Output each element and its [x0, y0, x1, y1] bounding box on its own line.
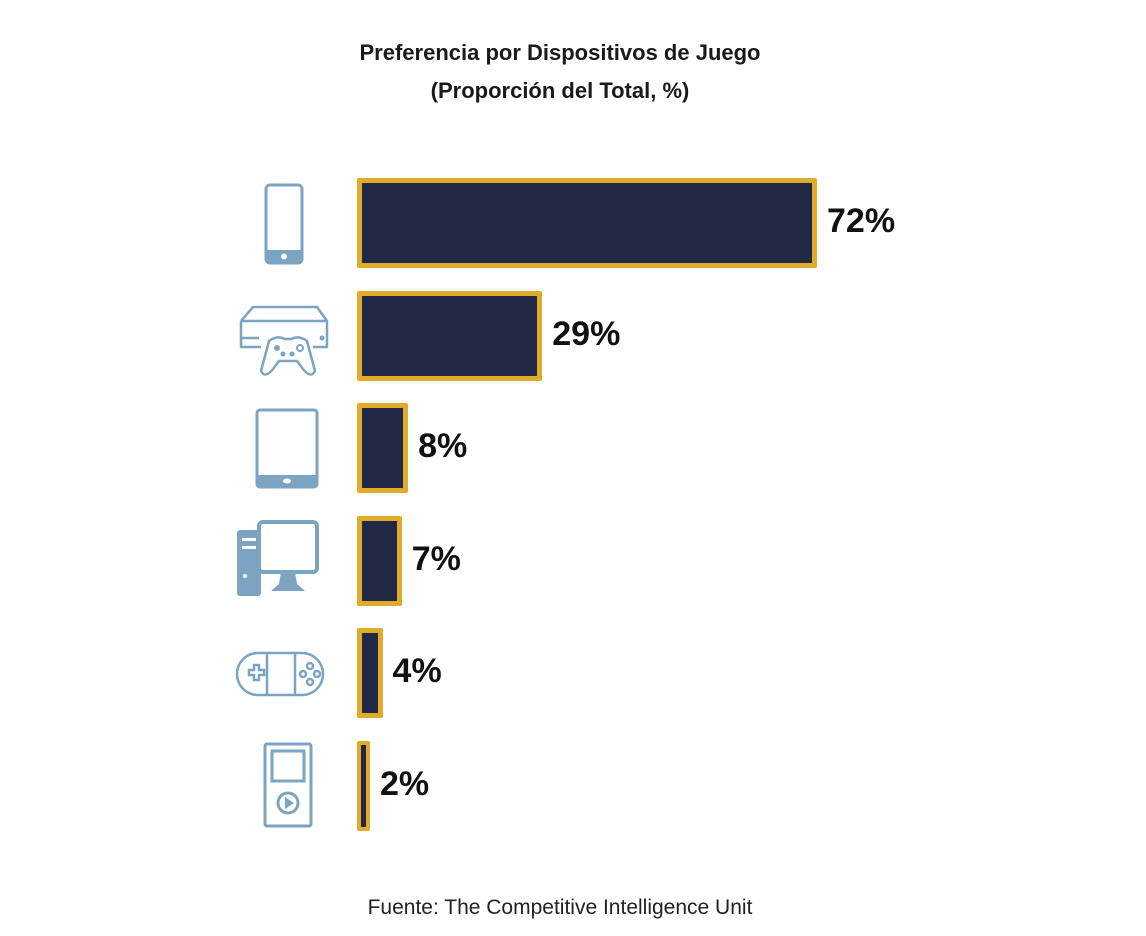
bar [357, 628, 383, 718]
data-label: 4% [392, 652, 442, 690]
handheld-console-icon [225, 628, 335, 718]
desktop-pc-icon [225, 516, 335, 606]
chart-subtitle: (Proporción del Total, %) [430, 78, 690, 103]
data-label: 2% [380, 764, 430, 803]
tablet-icon [225, 403, 335, 493]
chart-title: Preferencia por Dispositivos de Juego [359, 40, 761, 65]
data-label: 8% [418, 427, 468, 465]
bar-row: 2% [0, 740, 1146, 831]
bar-row: 8% [0, 403, 1146, 493]
bar [357, 740, 370, 831]
console-icon [225, 291, 335, 381]
bar-row: 29% [0, 290, 1146, 381]
bar-row: 4% [0, 628, 1146, 718]
source-note: Fuente: The Competitive Intelligence Uni… [367, 896, 753, 919]
bar [357, 290, 543, 381]
bar-row: 72% [0, 178, 1146, 268]
data-label: 7% [411, 539, 461, 578]
bar-row: 7% [0, 515, 1146, 606]
smartphone-icon [225, 178, 335, 268]
bar [357, 515, 402, 606]
data-label: 72% [827, 202, 896, 240]
bar [357, 178, 817, 268]
media-player-icon [225, 741, 335, 831]
bar [357, 403, 409, 493]
data-label: 29% [552, 314, 621, 353]
